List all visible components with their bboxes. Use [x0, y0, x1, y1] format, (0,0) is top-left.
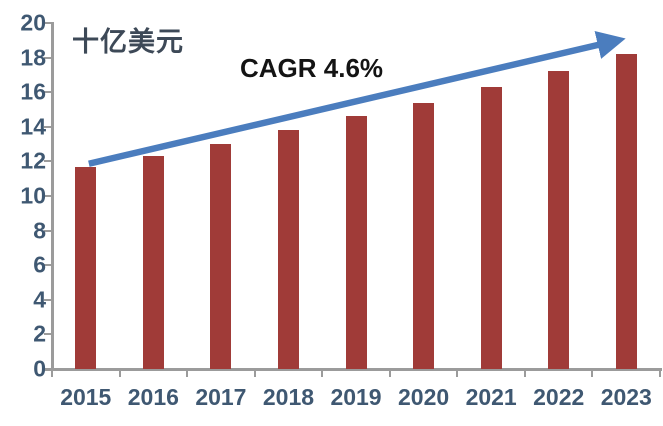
y-tick-mark-18	[44, 56, 52, 59]
bar-2021	[480, 87, 502, 369]
x-tick-mark-4	[321, 369, 324, 377]
bar-column-2020	[390, 23, 458, 369]
bar-column-2022	[525, 23, 593, 369]
y-tick-label-14: 14	[20, 113, 46, 140]
x-label-2020: 2020	[398, 384, 450, 410]
bar-2018	[277, 130, 299, 369]
x-label-2018: 2018	[262, 384, 315, 410]
y-tick-mark-4	[44, 298, 52, 301]
x-label-2016: 2016	[127, 384, 179, 410]
x-tick-mark-6	[456, 369, 459, 377]
y-tick-mark-10	[44, 195, 52, 197]
plot-area	[52, 23, 660, 369]
y-tick-mark-0	[44, 368, 52, 370]
bar-column-2017	[187, 23, 255, 369]
y-tick-mark-16	[44, 91, 52, 94]
x-label-2023: 2023	[600, 384, 652, 410]
bar-column-2021	[457, 23, 525, 369]
x-tick-mark-0	[51, 369, 53, 377]
bar-2016	[142, 156, 164, 369]
y-tick-label-8: 8	[33, 217, 46, 244]
x-label-2021: 2021	[465, 384, 517, 410]
x-tick-mark-3	[253, 369, 256, 377]
y-axis-line	[51, 22, 54, 370]
x-label-2015: 2015	[60, 384, 112, 410]
x-label-2019: 2019	[330, 384, 382, 410]
y-tick-mark-20	[44, 22, 52, 24]
y-tick-label-6: 6	[33, 251, 46, 278]
x-axis-labels: 2015 2016 2017 2018 2019 2020 2021 2022 2023	[52, 384, 660, 412]
bar-column-2015	[52, 23, 120, 369]
y-tick-mark-8	[44, 229, 52, 232]
bar-2019	[345, 116, 367, 369]
bar-column-2016	[120, 23, 188, 369]
y-tick-label-2: 2	[33, 320, 46, 347]
y-tick-label-10: 10	[20, 182, 46, 209]
bar-2022	[548, 71, 570, 369]
y-tick-label-12: 12	[20, 147, 46, 174]
bar-2020	[413, 102, 435, 369]
y-tick-label-4: 4	[33, 286, 46, 313]
y-tick-mark-6	[44, 264, 52, 267]
y-tick-label-16: 16	[20, 78, 46, 105]
y-tick-label-18: 18	[20, 44, 46, 71]
bar-2023	[615, 54, 637, 369]
x-label-2017: 2017	[195, 384, 247, 410]
y-tick-mark-2	[44, 333, 52, 336]
x-tick-mark-9	[659, 369, 661, 377]
y-tick-mark-14	[44, 125, 52, 128]
x-axis-line	[44, 368, 662, 371]
y-tick-label-20: 20	[20, 9, 46, 36]
bar-column-2019	[322, 23, 390, 369]
bar-2015	[75, 166, 97, 369]
x-tick-mark-5	[388, 369, 391, 377]
x-tick-mark-1	[118, 369, 121, 377]
bar-column-2023	[593, 23, 661, 369]
x-tick-mark-2	[186, 369, 189, 377]
x-tick-mark-7	[523, 369, 526, 377]
x-tick-mark-8	[591, 369, 594, 377]
bar-2017	[210, 144, 232, 369]
bar-column-2018	[255, 23, 323, 369]
y-tick-mark-12	[44, 160, 52, 163]
x-label-2022: 2022	[533, 384, 585, 410]
y-tick-label-0: 0	[33, 355, 46, 382]
